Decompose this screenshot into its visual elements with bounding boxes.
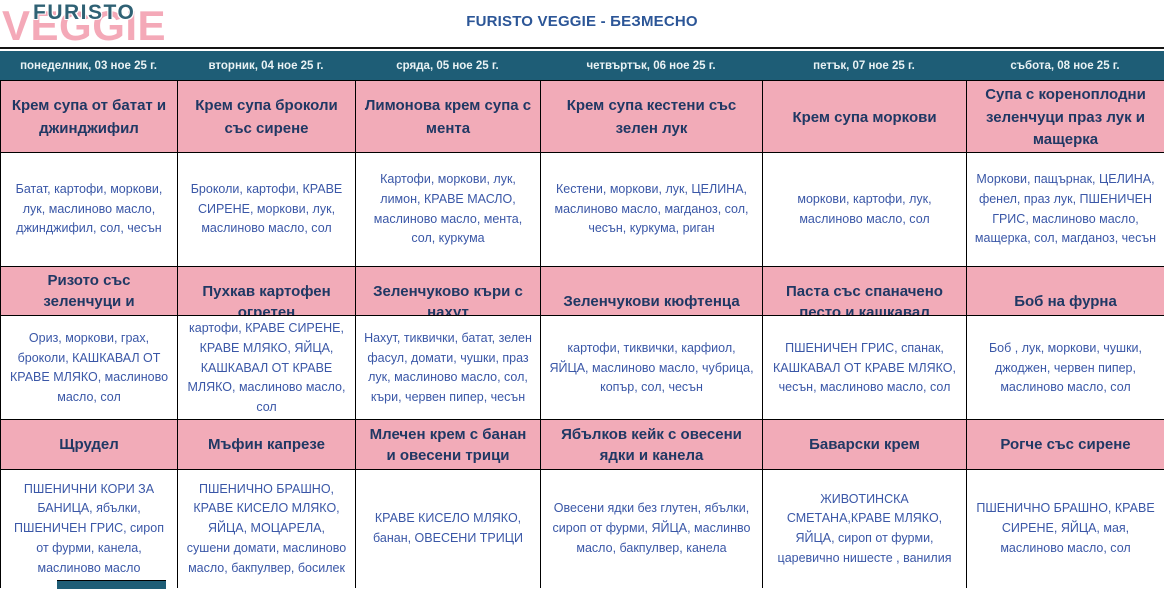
dish-name-cell: Лимонова крем супа с мента [356,80,541,155]
dessert-ingredients-row: ПШЕНИЧНИ КОРИ ЗА БАНИЦА, ябълки, ПШЕНИЧЕ… [0,469,1164,588]
ingredients-cell: ПШЕНИЧНИ КОРИ ЗА БАНИЦА, ябълки, ПШЕНИЧЕ… [1,469,178,588]
main-dish-ingredients-row: Ориз, моркови, грах, броколи, КАШКАВАЛ О… [0,315,1164,421]
main-dish-name-row: Ризото със зеленчуци и кашкавал Пухкав к… [0,266,1164,336]
day-header-thursday: четвъртък, 06 ное 25 г. [586,59,716,72]
ingredients-cell: ПШЕНИЧЕН ГРИС, спанак, КАШКАВАЛ ОТ КРАВЕ… [763,315,967,421]
dish-name-cell: Баварски крем [763,419,967,469]
day-header-monday: понеделник, 03 ное 25 г. [20,59,157,72]
furisto-veggie-logo: FURISTO VEGGIE [2,0,212,49]
logo-word-veggie: VEGGIE [2,2,167,49]
ingredients-cell: Батат, картофи, моркови, лук, маслиново … [1,152,178,266]
ingredients-cell: Боб , лук, моркови, чушки, джоджен, черв… [967,315,1164,421]
dish-name-cell: Щрудел [1,419,178,469]
day-header-tuesday: вторник, 04 ное 25 г. [208,59,324,72]
dessert-name-row: Щрудел Мъфин капрезе Млечен крем с банан… [0,419,1164,469]
day-header-saturday: събота, 08 ное 25 г. [1010,59,1120,72]
ingredients-cell: картофи, КРАВЕ СИРЕНЕ, КРАВЕ МЛЯКО, ЯЙЦА… [178,315,356,421]
dish-name-cell: Млечен крем с банан и овесени трици [356,419,541,469]
day-header-wednesday: сряда, 05 ное 25 г. [396,59,499,72]
dish-name-cell: Крем супа броколи със сирене [178,80,356,155]
page-header: FURISTO VEGGIE FURISTO VEGGIE - БЕЗМЕСНО [0,0,1164,47]
soup-name-row: Крем супа от батат и джинджифил Крем суп… [0,80,1164,155]
page-title: FURISTO VEGGIE - БЕЗМЕСНО [466,13,698,30]
header-divider [0,47,1164,49]
ingredients-cell: ПШЕНИЧНО БРАШНО, КРАВЕ КИСЕЛО МЛЯКО, ЯЙЦ… [178,469,356,588]
dish-name-cell: Ябълков кейк с овесени ядки и канела [541,419,763,469]
ingredients-cell: Овесени ядки без глутен, ябълки, сироп о… [541,469,763,588]
dish-name-cell: Крем супа моркови [763,80,967,155]
dish-name-cell: Крем супа кестени със зелен лук [541,80,763,155]
dish-name-cell: Супа с кореноплодни зеленчуци праз лук и… [967,80,1164,155]
dish-name-cell: Рогче със сирене [967,419,1164,469]
ingredients-cell: Картофи, моркови, лук, лимон, КРАВЕ МАСЛ… [356,152,541,266]
ingredients-cell: ПШЕНИЧНО БРАШНО, КРАВЕ СИРЕНЕ, ЯЙЦА, мая… [967,469,1164,588]
ingredients-cell: Кестени, моркови, лук, ЦЕЛИНА, маслиново… [541,152,763,266]
ingredients-cell: Броколи, картофи, КРАВЕ СИРЕНЕ, моркови,… [178,152,356,266]
ingredients-cell: КРАВЕ КИСЕЛО МЛЯКО, банан, ОВЕСЕНИ ТРИЦИ [356,469,541,588]
ingredients-cell: моркови, картофи, лук, маслиново масло, … [763,152,967,266]
logo-word-furisto: FURISTO [33,1,136,24]
ingredients-cell: Моркови, пащърнак, ЦЕЛИНА, фенел, праз л… [967,152,1164,266]
ingredients-cell: картофи, тиквички, карфиол, ЯЙЦА, маслин… [541,315,763,421]
dish-name-cell: Мъфин капрезе [178,419,356,469]
next-week-header-stub [57,580,166,589]
day-header-row: понеделник, 03 ное 25 г. вторник, 04 ное… [0,51,1164,80]
soup-ingredients-row: Батат, картофи, моркови, лук, маслиново … [0,152,1164,266]
dish-name-cell: Крем супа от батат и джинджифил [1,80,178,155]
ingredients-cell: Нахут, тиквички, батат, зелен фасул, дом… [356,315,541,421]
ingredients-cell: ЖИВОТИНСКА СМЕТАНА,КРАВЕ МЛЯКО, ЯЙЦА, си… [763,469,967,588]
ingredients-cell: Ориз, моркови, грах, броколи, КАШКАВАЛ О… [1,315,178,421]
day-header-friday: петък, 07 ное 25 г. [813,59,915,72]
